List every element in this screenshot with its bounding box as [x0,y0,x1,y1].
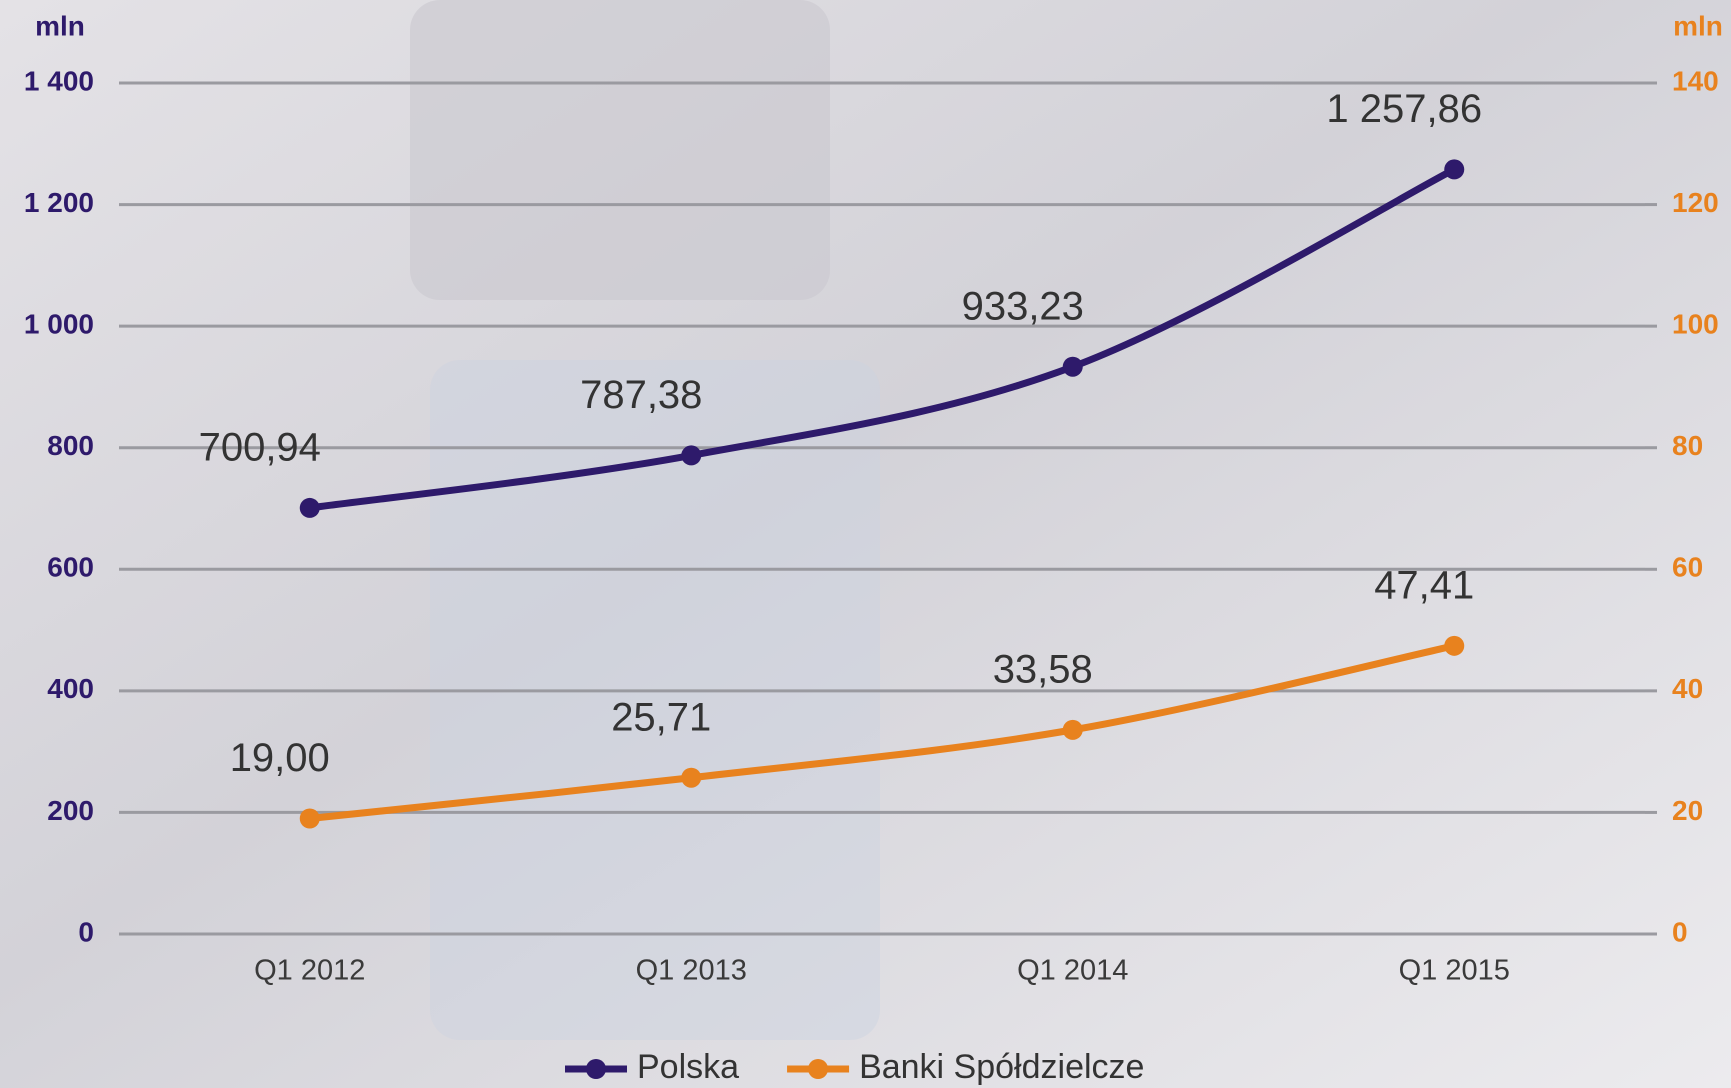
data-point [1444,159,1464,179]
y-tick-label: 1 000 [24,309,94,340]
x-tick-label: Q1 2014 [1017,955,1128,987]
data-label: 933,23 [962,284,1084,328]
data-label: 787,38 [580,373,702,417]
y2-tick-label: 100 [1672,309,1719,340]
data-point [300,809,320,829]
x-tick-label: Q1 2013 [636,955,747,987]
y2-tick-label: 120 [1672,187,1719,218]
data-label: 33,58 [993,647,1093,691]
legend-label: Banki Spółdzielcze [859,1048,1144,1086]
data-label: 47,41 [1374,563,1474,607]
background-shape [410,0,830,300]
data-point [1444,636,1464,656]
data-label: 19,00 [230,736,330,780]
y2-tick-label: 140 [1672,65,1719,96]
y2-tick-label: 0 [1672,916,1688,947]
x-tick-label: Q1 2015 [1399,955,1510,987]
legend-marker [586,1059,606,1079]
data-label: 700,94 [199,425,321,469]
data-label: 25,71 [611,695,711,739]
data-point [681,445,701,465]
y-tick-label: 400 [47,673,94,704]
chart: mln mln 0 200 400 600 800 1 000 1 200 1 400 0 20 4… [0,0,1731,1088]
y2-tick-label: 60 [1672,552,1703,583]
y-axis-label: mln [35,10,85,41]
y2-axis-label: mln [1673,10,1723,41]
data-point [1063,720,1083,740]
y-tick-label: 1 200 [24,187,94,218]
y2-tick-label: 80 [1672,430,1703,461]
y-tick-label: 200 [47,795,94,826]
y-tick-label: 1 400 [24,65,94,96]
page: {"chart_data": {"type": "line", "categor… [0,0,1731,1088]
data-point [681,768,701,788]
data-label: 1 257,86 [1326,87,1482,131]
x-tick-label: Q1 2012 [254,955,365,987]
y-tick-label: 800 [47,430,94,461]
y2-tick-label: 40 [1672,673,1703,704]
legend-marker [808,1059,828,1079]
data-point [1063,357,1083,377]
legend-label: Polska [637,1048,739,1086]
data-point [300,498,320,518]
y2-tick-label: 20 [1672,795,1703,826]
y-tick-label: 600 [47,552,94,583]
y-tick-label: 0 [78,916,94,947]
